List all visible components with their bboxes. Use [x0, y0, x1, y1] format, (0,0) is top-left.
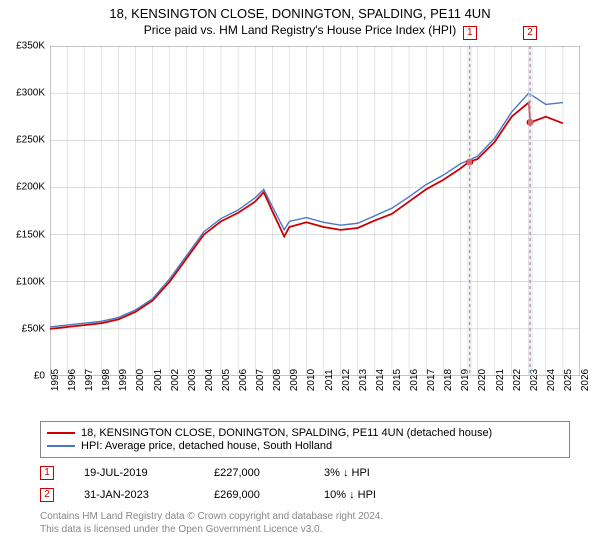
chart-marker-label: 1: [463, 26, 477, 40]
legend-label: 18, KENSINGTON CLOSE, DONINGTON, SPALDIN…: [81, 427, 492, 439]
y-tick-label: £0: [5, 371, 45, 382]
x-tick-label: 2017: [426, 369, 437, 391]
chart-container: 18, KENSINGTON CLOSE, DONINGTON, SPALDIN…: [0, 0, 600, 560]
x-tick-label: 2020: [477, 369, 488, 391]
x-tick-label: 2022: [512, 369, 523, 391]
table-row: 2 31-JAN-2023£269,00010% ↓ HPI: [40, 484, 434, 506]
marker-shade: [467, 46, 472, 376]
x-tick-label: 2005: [221, 369, 232, 391]
title-block: 18, KENSINGTON CLOSE, DONINGTON, SPALDIN…: [0, 0, 600, 39]
attribution-line: Contains HM Land Registry data © Crown c…: [40, 510, 383, 523]
x-tick-label: 2013: [358, 369, 369, 391]
x-tick-label: 2007: [255, 369, 266, 391]
x-tick-label: 1996: [67, 369, 78, 391]
y-tick-label: £100K: [5, 276, 45, 287]
row-marker: 1: [40, 466, 54, 480]
row-date: 19-JUL-2019: [84, 467, 214, 479]
x-tick-label: 2025: [563, 369, 574, 391]
chart-title: 18, KENSINGTON CLOSE, DONINGTON, SPALDIN…: [0, 6, 600, 21]
attribution: Contains HM Land Registry data © Crown c…: [40, 510, 383, 536]
y-tick-label: £50K: [5, 323, 45, 334]
x-tick-label: 1999: [118, 369, 129, 391]
x-tick-label: 1995: [50, 369, 61, 391]
x-tick-label: 2000: [135, 369, 146, 391]
x-tick-label: 2011: [324, 369, 335, 391]
x-tick-label: 2016: [409, 369, 420, 391]
legend-item: 18, KENSINGTON CLOSE, DONINGTON, SPALDIN…: [47, 427, 563, 439]
y-tick-label: £150K: [5, 229, 45, 240]
x-tick-label: 2024: [546, 369, 557, 391]
legend-label: HPI: Average price, detached house, Sout…: [81, 440, 332, 452]
chart-svg: [50, 46, 580, 376]
row-delta: 3% ↓ HPI: [324, 467, 434, 479]
x-tick-label: 2004: [204, 369, 215, 391]
x-tick-label: 2014: [375, 369, 386, 391]
x-tick-label: 2012: [341, 369, 352, 391]
x-tick-label: 2010: [306, 369, 317, 391]
row-price: £269,000: [214, 489, 324, 501]
legend-item: HPI: Average price, detached house, Sout…: [47, 440, 563, 452]
chart-subtitle: Price paid vs. HM Land Registry's House …: [0, 23, 600, 37]
table-row: 1 19-JUL-2019£227,0003% ↓ HPI: [40, 462, 434, 484]
row-price: £227,000: [214, 467, 324, 479]
x-tick-label: 2026: [580, 369, 591, 391]
x-tick-label: 2018: [443, 369, 454, 391]
chart-marker-label: 2: [523, 26, 537, 40]
y-tick-label: £200K: [5, 182, 45, 193]
legend: 18, KENSINGTON CLOSE, DONINGTON, SPALDIN…: [40, 421, 570, 458]
x-tick-label: 2006: [238, 369, 249, 391]
x-tick-label: 2002: [170, 369, 181, 391]
data-table: 1 19-JUL-2019£227,0003% ↓ HPI 2 31-JAN-2023…: [40, 462, 434, 506]
y-tick-label: £300K: [5, 88, 45, 99]
chart-area: £0£50K£100K£150K£200K£250K£300K£350K 199…: [50, 46, 580, 376]
x-tick-label: 2001: [153, 369, 164, 391]
marker-shade: [528, 46, 533, 376]
x-tick-label: 2003: [187, 369, 198, 391]
x-tick-label: 1998: [101, 369, 112, 391]
attribution-line: This data is licensed under the Open Gov…: [40, 523, 383, 536]
row-marker: 2: [40, 488, 54, 502]
y-tick-label: £350K: [5, 41, 45, 52]
x-tick-label: 2008: [272, 369, 283, 391]
row-delta: 10% ↓ HPI: [324, 489, 434, 501]
legend-swatch: [47, 432, 75, 434]
x-tick-label: 2015: [392, 369, 403, 391]
legend-swatch: [47, 445, 75, 447]
y-tick-label: £250K: [5, 135, 45, 146]
row-date: 31-JAN-2023: [84, 489, 214, 501]
x-tick-label: 2009: [289, 369, 300, 391]
x-tick-label: 1997: [84, 369, 95, 391]
x-tick-label: 2021: [495, 369, 506, 391]
